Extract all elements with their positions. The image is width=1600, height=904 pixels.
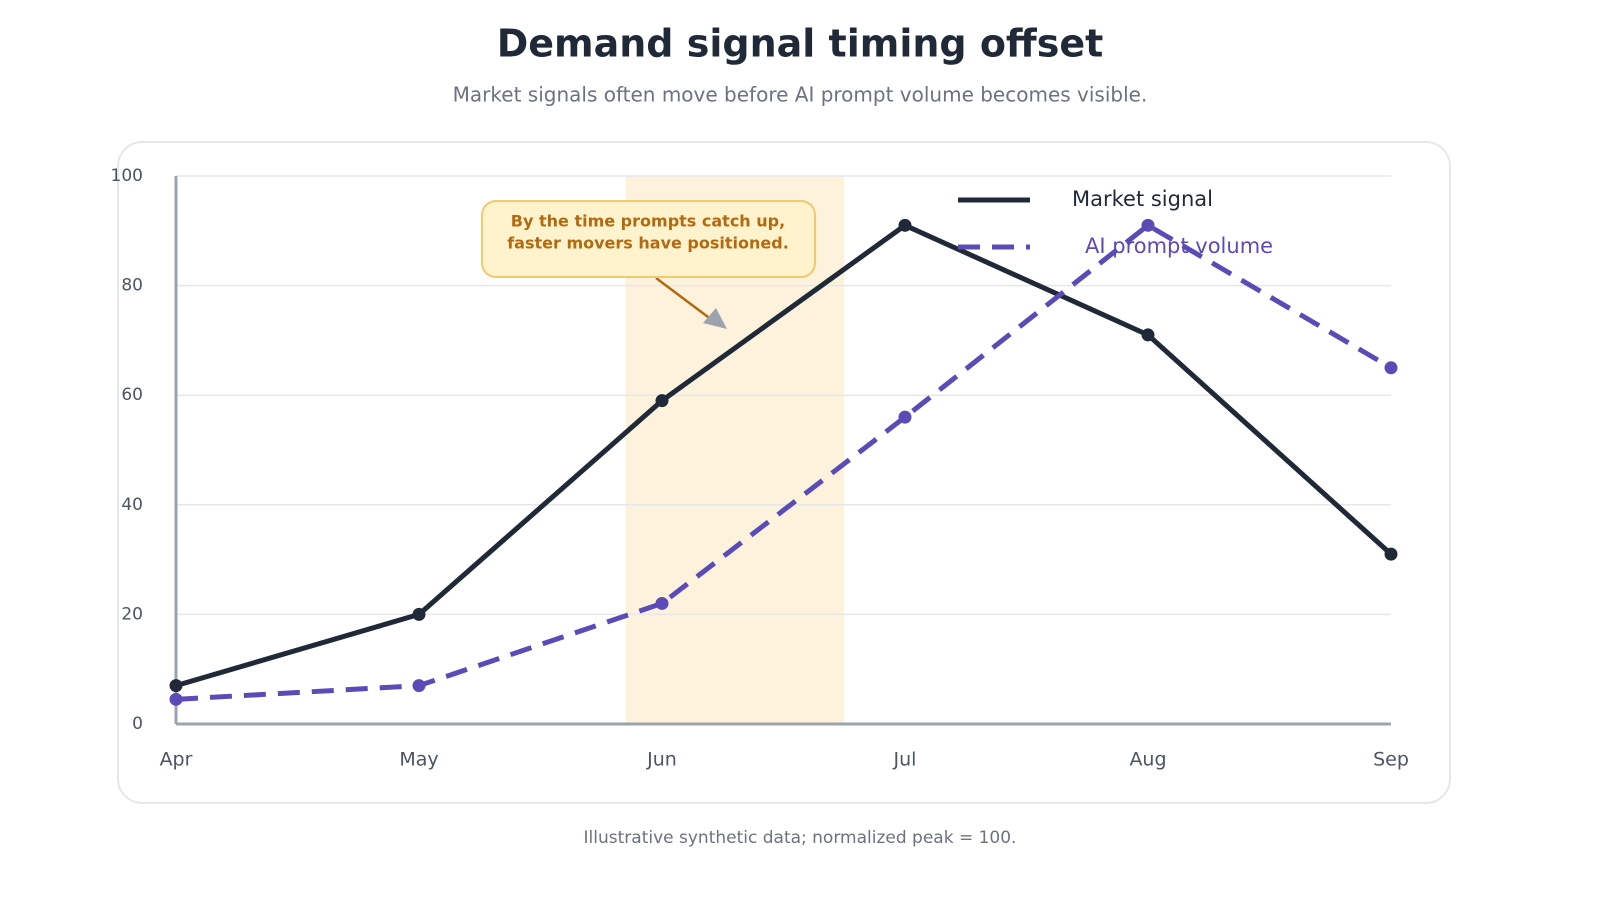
annotation-text: faster movers have positioned. (507, 234, 789, 253)
x-tick-label: May (399, 749, 438, 771)
series-point (169, 692, 183, 706)
series-point (1141, 328, 1155, 342)
annotation-arrow (655, 277, 713, 321)
y-tick-label: 80 (121, 276, 143, 296)
series-point (1384, 361, 1398, 375)
chart-subtitle: Market signals often move before AI prom… (453, 83, 1148, 107)
series-point (898, 410, 912, 424)
y-tick-label: 100 (111, 166, 143, 186)
series-point (1384, 547, 1398, 561)
series-point (412, 679, 426, 693)
annotation-box (481, 200, 816, 278)
legend-label: AI prompt volume (1085, 234, 1273, 258)
series-point (1141, 218, 1155, 232)
legend-label: Market signal (1072, 187, 1213, 211)
annotation-text: By the time prompts catch up, (511, 212, 785, 231)
y-tick-label: 60 (121, 385, 143, 405)
footnote: Illustrative synthetic data; normalized … (584, 828, 1017, 848)
annotation-arrowhead (703, 308, 727, 329)
y-tick-label: 0 (132, 714, 143, 734)
series-line (175, 222, 1393, 689)
series-point (412, 607, 426, 621)
series-line (175, 222, 1393, 702)
x-tick-label: Aug (1129, 749, 1166, 771)
series-point (655, 596, 669, 610)
series-point (169, 679, 183, 693)
x-tick-label: Jul (893, 749, 917, 771)
y-tick-label: 40 (121, 495, 143, 515)
chart-title: Demand signal timing offset (497, 22, 1104, 66)
x-tick-label: Sep (1373, 749, 1409, 771)
series-point (655, 394, 669, 408)
y-tick-label: 20 (121, 604, 143, 624)
x-tick-label: Jun (646, 749, 677, 771)
series-point (898, 218, 912, 232)
x-tick-label: Apr (160, 749, 193, 771)
